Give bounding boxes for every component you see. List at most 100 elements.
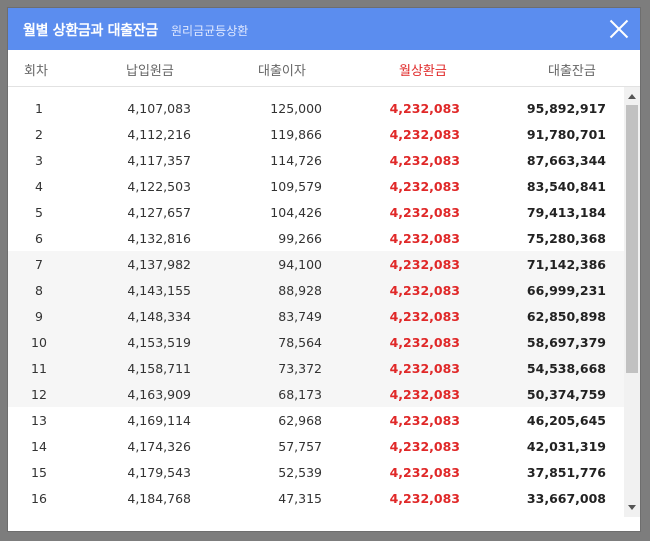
cell-principal: 4,169,114 [127, 413, 191, 428]
cell-principal: 4,112,216 [127, 127, 191, 142]
cell-interest: 88,928 [278, 283, 322, 298]
table-row: 16 4,184,768 47,315 4,232,083 33,667,008 [8, 485, 624, 511]
cell-interest: 125,000 [270, 101, 322, 116]
scroll-thumb[interactable] [626, 105, 638, 373]
table-row: 7 4,137,982 94,100 4,232,083 71,142,386 [8, 251, 624, 277]
cell-balance: 95,892,917 [526, 101, 606, 116]
table-row: 8 4,143,155 88,928 4,232,083 66,999,231 [8, 277, 624, 303]
repayment-dialog: 월별 상환금과 대출잔금 원리금균등상환 회차 납입원금 대출이자 월상환금 대… [8, 8, 640, 531]
table-row: 4 4,122,503 109,579 4,232,083 83,540,841 [8, 173, 624, 199]
cell-interest: 104,426 [270, 205, 322, 220]
cell-payment: 4,232,083 [389, 205, 460, 220]
cell-round: 2 [35, 127, 43, 142]
table-row: 12 4,163,909 68,173 4,232,083 50,374,759 [8, 381, 624, 407]
cell-balance: 66,999,231 [526, 283, 606, 298]
cell-round: 9 [35, 309, 43, 324]
cell-payment: 4,232,083 [389, 153, 460, 168]
header-payment: 월상환금 [399, 64, 447, 79]
table-row: 9 4,148,334 83,749 4,232,083 62,850,898 [8, 303, 624, 329]
cell-principal: 4,148,334 [127, 309, 191, 324]
table-row: 11 4,158,711 73,372 4,232,083 54,538,668 [8, 355, 624, 381]
cell-interest: 78,564 [278, 335, 322, 350]
cell-round: 1 [35, 101, 43, 116]
cell-round: 7 [35, 257, 43, 272]
cell-principal: 4,174,326 [127, 439, 191, 454]
cell-balance: 91,780,701 [526, 127, 606, 142]
cell-balance: 62,850,898 [526, 309, 606, 324]
scroll-up-icon[interactable] [628, 94, 636, 99]
table-row: 2 4,112,216 119,866 4,232,083 91,780,701 [8, 121, 624, 147]
cell-round: 4 [35, 179, 43, 194]
cell-round: 11 [31, 361, 47, 376]
cell-balance: 50,374,759 [526, 387, 606, 402]
cell-round: 14 [31, 439, 47, 454]
cell-payment: 4,232,083 [389, 309, 460, 324]
cell-payment: 4,232,083 [389, 413, 460, 428]
table-header: 회차 납입원금 대출이자 월상환금 대출잔금 [8, 50, 640, 87]
cell-payment: 4,232,083 [389, 439, 460, 454]
cell-round: 16 [31, 491, 47, 506]
cell-interest: 99,266 [278, 231, 322, 246]
cell-round: 13 [31, 413, 47, 428]
cell-principal: 4,179,543 [127, 465, 191, 480]
cell-interest: 119,866 [270, 127, 322, 142]
cell-round: 15 [31, 465, 47, 480]
cell-balance: 71,142,386 [526, 257, 606, 272]
cell-principal: 4,137,982 [127, 257, 191, 272]
cell-balance: 42,031,319 [526, 439, 606, 454]
cell-payment: 4,232,083 [389, 231, 460, 246]
cell-principal: 4,158,711 [127, 361, 191, 376]
cell-payment: 4,232,083 [389, 283, 460, 298]
cell-payment: 4,232,083 [389, 491, 460, 506]
cell-principal: 4,132,816 [127, 231, 191, 246]
cell-balance: 83,540,841 [526, 179, 606, 194]
table-row: 10 4,153,519 78,564 4,232,083 58,697,379 [8, 329, 624, 355]
cell-round: 10 [31, 335, 47, 350]
cell-interest: 94,100 [278, 257, 322, 272]
cell-round: 6 [35, 231, 43, 246]
cell-principal: 4,163,909 [127, 387, 191, 402]
cell-round: 3 [35, 153, 43, 168]
vertical-scrollbar[interactable] [624, 87, 640, 517]
cell-principal: 4,143,155 [127, 283, 191, 298]
header-principal: 납입원금 [126, 64, 174, 79]
dialog-titlebar: 월별 상환금과 대출잔금 원리금균등상환 [8, 8, 640, 50]
cell-balance: 75,280,368 [526, 231, 606, 246]
cell-principal: 4,107,083 [127, 101, 191, 116]
cell-interest: 73,372 [278, 361, 322, 376]
cell-payment: 4,232,083 [389, 257, 460, 272]
cell-balance: 54,538,668 [526, 361, 606, 376]
header-balance: 대출잔금 [548, 64, 596, 79]
cell-round: 8 [35, 283, 43, 298]
cell-round: 5 [35, 205, 43, 220]
cell-payment: 4,232,083 [389, 335, 460, 350]
cell-principal: 4,117,357 [127, 153, 191, 168]
cell-interest: 57,757 [278, 439, 322, 454]
cell-interest: 52,539 [278, 465, 322, 480]
cell-principal: 4,122,503 [127, 179, 191, 194]
header-interest: 대출이자 [258, 64, 306, 79]
cell-balance: 33,667,008 [526, 491, 606, 506]
dialog-subtitle: 원리금균등상환 [171, 24, 249, 38]
cell-balance: 87,663,344 [526, 153, 606, 168]
cell-payment: 4,232,083 [389, 179, 460, 194]
cell-payment: 4,232,083 [389, 465, 460, 480]
table-body: 1 4,107,083 125,000 4,232,083 95,892,917 2 4,1… [8, 87, 624, 517]
cell-round: 12 [31, 387, 47, 402]
cell-balance: 37,851,776 [526, 465, 606, 480]
table-row: 1 4,107,083 125,000 4,232,083 95,892,917 [8, 95, 624, 121]
table-row: 13 4,169,114 62,968 4,232,083 46,205,645 [8, 407, 624, 433]
cell-payment: 4,232,083 [389, 387, 460, 402]
table-row: 14 4,174,326 57,757 4,232,083 42,031,319 [8, 433, 624, 459]
scroll-down-icon[interactable] [628, 505, 636, 510]
table-row: 15 4,179,543 52,539 4,232,083 37,851,776 [8, 459, 624, 485]
close-icon[interactable] [608, 18, 630, 40]
cell-principal: 4,153,519 [127, 335, 191, 350]
cell-principal: 4,127,657 [127, 205, 191, 220]
dialog-title: 월별 상환금과 대출잔금 [23, 23, 158, 39]
cell-interest: 62,968 [278, 413, 322, 428]
cell-interest: 68,173 [278, 387, 322, 402]
cell-payment: 4,232,083 [389, 361, 460, 376]
cell-balance: 46,205,645 [526, 413, 606, 428]
cell-interest: 109,579 [270, 179, 322, 194]
